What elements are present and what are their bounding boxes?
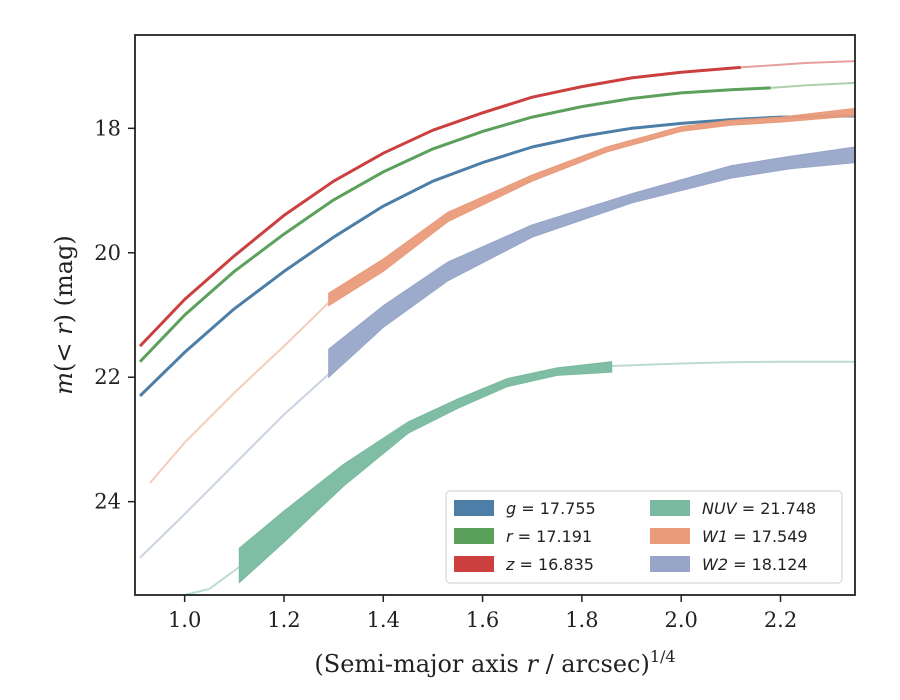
series-nuv-band bbox=[238, 361, 613, 584]
series-nuv-extrapolated-line bbox=[611, 360, 855, 367]
series-w2 bbox=[139, 146, 855, 559]
x-tick-label: 1.6 bbox=[466, 608, 499, 632]
y-tick-label: 20 bbox=[94, 241, 121, 265]
legend-swatch-g bbox=[454, 500, 494, 516]
series-w1-extrapolated-line bbox=[149, 301, 330, 484]
series-z-line bbox=[138, 65, 741, 348]
legend-swatch-z bbox=[454, 556, 494, 572]
series-z bbox=[138, 60, 855, 348]
x-axis-label: (Semi-major axis r / arcsec)1/4 bbox=[314, 647, 675, 678]
x-tick-label: 1.2 bbox=[267, 608, 300, 632]
series-nuv-extrapolated-line bbox=[184, 566, 240, 595]
x-tick-label: 1.8 bbox=[565, 608, 598, 632]
x-axis: 1.0 1.2 1.4 1.6 1.8 2.0 2.2 bbox=[168, 595, 797, 632]
y-tick-label: 24 bbox=[94, 490, 121, 514]
plot-frame bbox=[134, 34, 856, 596]
series-r-extrapolated-line bbox=[770, 81, 855, 89]
legend-label-r: r = 17.191 bbox=[506, 527, 592, 546]
legend-swatch-w1 bbox=[650, 528, 690, 544]
legend-label-g: g = 17.755 bbox=[506, 499, 596, 518]
y-tick-label: 18 bbox=[94, 116, 121, 140]
series-layer bbox=[138, 60, 855, 595]
legend-swatch-r bbox=[454, 528, 494, 544]
legend-label-nuv: NUV = 21.748 bbox=[702, 499, 816, 518]
series-r bbox=[138, 81, 855, 363]
series-g bbox=[138, 114, 855, 397]
series-z-extrapolated-line bbox=[740, 60, 855, 69]
legend-swatch-nuv bbox=[650, 500, 690, 516]
series-w1 bbox=[149, 107, 855, 484]
series-nuv bbox=[184, 360, 855, 595]
series-w2-extrapolated-line bbox=[139, 373, 330, 559]
legend-label-w2: W2 = 18.124 bbox=[702, 555, 808, 574]
x-tick-label: 1.0 bbox=[168, 608, 201, 632]
x-tick-label: 2.2 bbox=[764, 608, 797, 632]
series-w2-band bbox=[328, 146, 855, 379]
y-axis: 18 20 22 24 bbox=[94, 116, 135, 514]
legend: g = 17.755 r = 17.191 z = 16.835 NUV = 21.7… bbox=[445, 490, 843, 584]
legend-label-w1: W1 = 17.549 bbox=[702, 527, 808, 546]
legend-box bbox=[445, 490, 843, 584]
series-w1-band bbox=[328, 107, 855, 307]
x-tick-label: 2.0 bbox=[665, 608, 698, 632]
series-g-line bbox=[138, 114, 855, 397]
legend-label-z: z = 16.835 bbox=[505, 555, 594, 574]
y-tick-label: 22 bbox=[94, 365, 121, 389]
legend-swatch-w2 bbox=[650, 556, 690, 572]
x-tick-label: 1.4 bbox=[367, 608, 400, 632]
series-r-line bbox=[138, 86, 771, 363]
y-axis-label: m(< r) (mag) bbox=[50, 235, 78, 395]
